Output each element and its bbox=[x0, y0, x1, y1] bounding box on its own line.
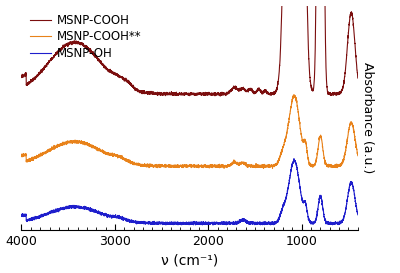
Line: MSNP-COOH**: MSNP-COOH** bbox=[22, 95, 358, 168]
MSNP-OH bbox=[179, 221, 184, 224]
MSNP-OH bbox=[163, 221, 168, 224]
MSNP-COOH bbox=[179, 93, 184, 96]
MSNP-OH bbox=[355, 213, 360, 216]
MSNP-COOH bbox=[264, 89, 268, 93]
MSNP-COOH bbox=[163, 94, 168, 97]
MSNP-COOH** bbox=[179, 165, 184, 168]
MSNP-COOH** bbox=[355, 154, 360, 157]
MSNP-COOH bbox=[355, 76, 360, 80]
MSNP-COOH** bbox=[163, 165, 168, 168]
MSNP-COOH** bbox=[261, 167, 266, 170]
MSNP-COOH** bbox=[292, 93, 296, 96]
Legend: MSNP-COOH, MSNP-COOH**, MSNP-OH: MSNP-COOH, MSNP-COOH**, MSNP-OH bbox=[27, 11, 144, 62]
MSNP-OH bbox=[292, 157, 296, 160]
Y-axis label: Absorbance (a.u.): Absorbance (a.u.) bbox=[362, 62, 374, 173]
MSNP-COOH** bbox=[328, 164, 333, 167]
MSNP-COOH** bbox=[264, 164, 268, 167]
MSNP-COOH** bbox=[19, 153, 24, 157]
MSNP-COOH** bbox=[160, 164, 165, 167]
MSNP-COOH bbox=[328, 93, 333, 96]
MSNP-OH bbox=[164, 223, 168, 227]
Line: MSNP-OH: MSNP-OH bbox=[22, 159, 358, 225]
MSNP-OH bbox=[328, 222, 333, 225]
MSNP-COOH bbox=[345, 41, 350, 44]
X-axis label: ν (cm⁻¹): ν (cm⁻¹) bbox=[161, 253, 218, 268]
MSNP-COOH** bbox=[345, 136, 350, 139]
MSNP-COOH bbox=[160, 92, 165, 96]
MSNP-OH bbox=[160, 223, 165, 226]
MSNP-OH bbox=[264, 221, 268, 224]
MSNP-OH bbox=[345, 195, 350, 199]
MSNP-COOH bbox=[218, 94, 223, 98]
MSNP-COOH bbox=[19, 75, 24, 78]
MSNP-OH bbox=[19, 213, 24, 216]
Line: MSNP-COOH: MSNP-COOH bbox=[22, 0, 358, 96]
